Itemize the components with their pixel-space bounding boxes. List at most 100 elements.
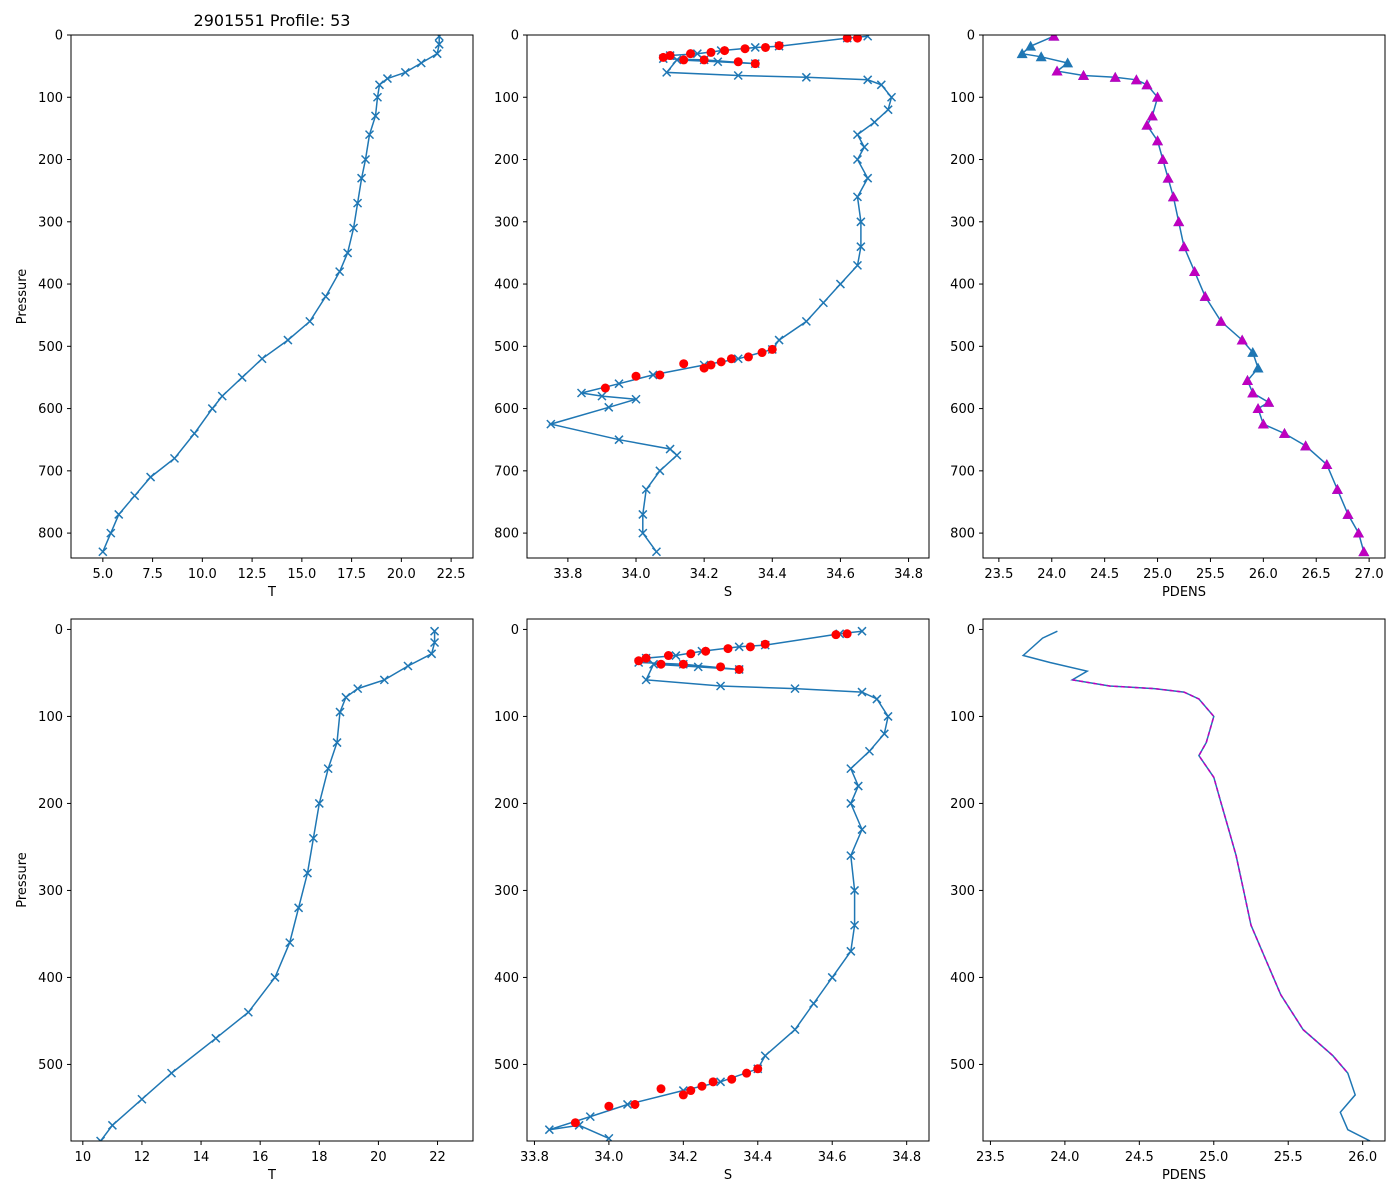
data-point [733, 354, 743, 364]
x-tick-label: 22.5 [437, 567, 466, 582]
data-point [285, 938, 295, 948]
marker-stroke [434, 39, 444, 49]
y-tick-label: 400 [950, 971, 975, 986]
data-point [217, 391, 227, 401]
panel-salinity-top: 33.8 34.0 34.2 34.4 34.6 34.8 0 100 200 300 400 500… [494, 29, 930, 600]
y-tick-label: 0 [967, 623, 975, 638]
data-point [641, 675, 651, 685]
data-point [114, 509, 124, 519]
x-tick-label: 34.2 [669, 1150, 698, 1165]
data-point [305, 316, 315, 326]
x-tick-label: 26.0 [1348, 1150, 1377, 1165]
x-tick-label: 25.0 [1143, 567, 1172, 582]
data-point [1173, 216, 1185, 227]
x-axis-label: T [267, 585, 276, 600]
marker-stroke [638, 528, 648, 538]
data-point [211, 1033, 221, 1043]
data-point [740, 44, 750, 54]
data-point [876, 80, 886, 90]
marker-stroke [614, 379, 624, 389]
marker-stroke [750, 42, 760, 52]
marker-stroke [332, 738, 342, 748]
data-point [1252, 403, 1264, 413]
data-point [1331, 484, 1343, 494]
panel-salinity-bottom: 33.8 34.0 34.2 34.4 34.6 34.8 0 100 200 300 400 500… [494, 618, 930, 1183]
marker-stroke [631, 394, 641, 404]
series-line-salinity [547, 35, 893, 553]
x-axis-label: PDENS [1162, 585, 1206, 600]
y-tick-label: 300 [950, 884, 975, 899]
data-point [818, 298, 828, 308]
data-point [430, 637, 440, 648]
data-point [857, 825, 867, 835]
data-point [374, 80, 384, 90]
data-point [332, 738, 342, 748]
data-point [314, 798, 324, 808]
y-tick-label: 0 [55, 623, 63, 638]
data-point [852, 130, 862, 140]
marker-stroke [211, 1033, 221, 1043]
marker-stroke [403, 661, 413, 671]
data-point [713, 57, 723, 67]
x-tick-label: 34.8 [894, 567, 923, 582]
data-point [716, 357, 726, 367]
axes-frame [982, 618, 1386, 1142]
data-point [294, 903, 304, 913]
data-point [716, 1077, 726, 1087]
data-point [852, 260, 862, 270]
y-tick-label: 400 [38, 971, 63, 986]
marker-stroke [335, 707, 345, 717]
data-point [790, 684, 800, 694]
marker-stroke [137, 1094, 147, 1104]
data-point [631, 394, 641, 404]
marker-stroke [662, 67, 672, 77]
data-point [846, 764, 856, 774]
series-markers-flagged [1048, 35, 1370, 557]
data-point [1257, 418, 1269, 429]
x-tick-label: 17.5 [337, 567, 366, 582]
x-axis-label: S [724, 585, 732, 600]
marker-stroke [857, 825, 867, 835]
series-markers-temperature [98, 35, 444, 557]
data-point [1130, 74, 1142, 85]
data-point [1241, 375, 1253, 385]
marker-stroke [801, 316, 811, 326]
marker-stroke [416, 58, 426, 68]
data-point [98, 547, 108, 557]
y-tick-label: 400 [38, 278, 63, 293]
data-point [745, 642, 755, 652]
x-axis-label: PDENS [1162, 1168, 1206, 1183]
data-point [852, 35, 862, 43]
marker-stroke [335, 267, 345, 277]
data-point [727, 1074, 737, 1084]
data-point [859, 142, 869, 152]
data-point [656, 659, 666, 669]
y-tick-label: 800 [38, 527, 63, 542]
marker-stroke [604, 402, 614, 412]
marker-stroke [169, 453, 180, 463]
data-point [760, 42, 770, 52]
data-point [753, 1064, 763, 1074]
marker-stroke [546, 419, 556, 429]
data-point [1236, 334, 1248, 345]
data-point [434, 35, 444, 41]
marker-stroke [827, 972, 837, 982]
marker-stroke [869, 117, 880, 127]
marker-stroke [189, 428, 199, 439]
data-point [872, 694, 882, 704]
y-tick-label: 500 [950, 1058, 975, 1073]
y-tick-label: 100 [494, 91, 519, 106]
data-point [686, 649, 696, 659]
data-point [852, 154, 862, 165]
data-point [850, 885, 860, 895]
marker-stroke [886, 92, 897, 102]
data-point [1162, 172, 1174, 183]
data-point [846, 851, 856, 861]
data-point [790, 1025, 800, 1035]
marker-stroke [852, 260, 862, 270]
data-point [434, 39, 444, 49]
data-point [335, 707, 345, 717]
marker-stroke [427, 649, 437, 659]
data-point [706, 360, 716, 370]
data-point [270, 972, 280, 982]
